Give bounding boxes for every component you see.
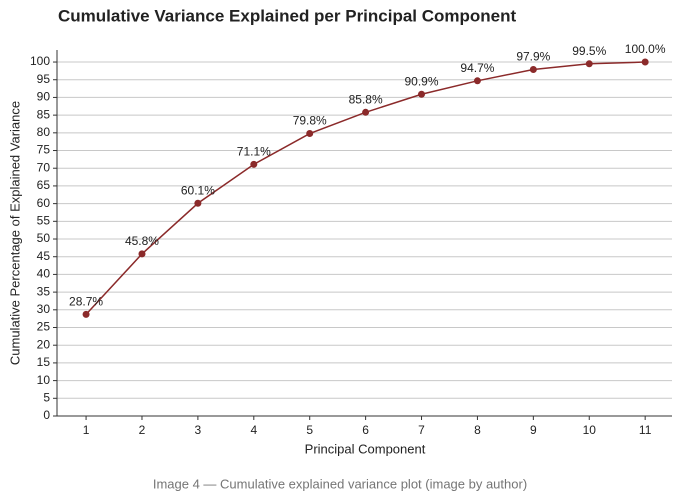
y-tick-label: 90 [37, 90, 51, 104]
data-point [529, 65, 537, 73]
data-point [194, 199, 202, 207]
x-tick-label: 4 [250, 423, 257, 437]
y-tick-label: 10 [37, 373, 51, 387]
data-point [82, 310, 90, 318]
y-tick-label: 15 [37, 355, 51, 369]
x-tick-label: 8 [474, 423, 481, 437]
data-label: 99.5% [572, 44, 606, 58]
y-tick-label: 55 [37, 213, 51, 227]
y-tick-label: 5 [43, 390, 50, 404]
x-tick-label: 11 [639, 423, 652, 437]
data-point [585, 60, 593, 68]
data-point [138, 250, 146, 258]
data-label: 79.8% [293, 114, 327, 128]
y-tick-label: 65 [37, 178, 51, 192]
y-tick-label: 20 [37, 337, 51, 351]
y-tick-label: 40 [37, 267, 51, 281]
y-tick-label: 85 [37, 107, 51, 121]
data-label: 97.9% [516, 50, 550, 64]
chart-title: Cumulative Variance Explained per Princi… [58, 6, 517, 25]
y-tick-label: 45 [37, 249, 51, 263]
y-tick-label: 70 [37, 160, 51, 174]
data-label: 94.7% [460, 61, 494, 75]
x-tick-label: 3 [195, 423, 202, 437]
y-tick-label: 80 [37, 125, 51, 139]
data-label: 90.9% [405, 74, 439, 88]
data-label: 71.1% [237, 145, 271, 159]
x-axis-label: Principal Component [305, 441, 426, 456]
x-tick-label: 2 [139, 423, 146, 437]
x-tick-label: 1 [83, 423, 90, 437]
x-tick-label: 5 [306, 423, 313, 437]
data-point [250, 160, 258, 168]
data-point [418, 90, 426, 98]
y-tick-label: 60 [37, 196, 51, 210]
y-axis-label: Cumulative Percentage of Explained Varia… [7, 101, 22, 365]
x-tick-label: 6 [362, 423, 369, 437]
data-point [306, 130, 314, 138]
x-tick-label: 10 [583, 423, 597, 437]
x-tick-label: 7 [418, 423, 425, 437]
y-tick-label: 100 [30, 54, 50, 68]
data-label: 100.0% [625, 42, 666, 56]
y-tick-label: 35 [37, 284, 51, 298]
caption: Image 4 — Cumulative explained variance … [153, 476, 527, 491]
data-point [362, 108, 370, 116]
data-point [473, 77, 481, 85]
y-tick-label: 30 [37, 302, 51, 316]
data-label: 45.8% [125, 234, 159, 248]
y-tick-label: 50 [37, 231, 51, 245]
data-label: 85.8% [349, 92, 383, 106]
data-label: 60.1% [181, 183, 215, 197]
data-label: 28.7% [69, 295, 103, 309]
x-tick-label: 9 [530, 423, 537, 437]
y-tick-label: 0 [43, 408, 50, 422]
data-point [641, 58, 649, 66]
y-tick-label: 95 [37, 72, 51, 86]
y-tick-label: 75 [37, 143, 51, 157]
y-tick-label: 25 [37, 320, 51, 334]
